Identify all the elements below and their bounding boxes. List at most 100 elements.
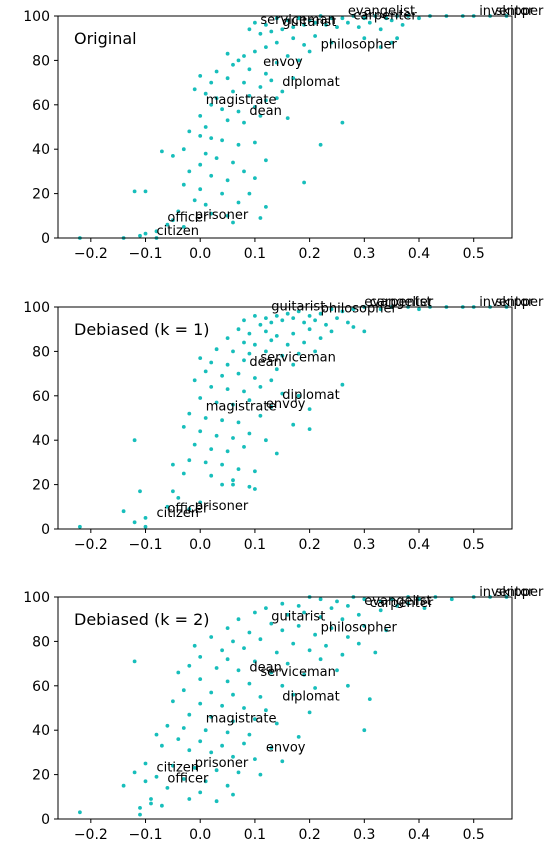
scatter-point xyxy=(291,25,296,29)
word-label: diplomat xyxy=(282,388,339,403)
x-tick-label: −0.1 xyxy=(129,827,163,843)
scatter-point xyxy=(296,58,301,63)
scatter-point xyxy=(384,628,389,633)
scatter-point xyxy=(258,695,263,699)
scatter-point xyxy=(236,770,241,775)
scatter-point xyxy=(362,597,367,602)
scatter-point xyxy=(340,652,345,657)
scatter-point xyxy=(214,156,219,161)
scatter-point xyxy=(274,721,279,726)
scatter-point xyxy=(160,149,164,154)
scatter-point xyxy=(209,360,214,365)
axes-frame xyxy=(57,596,513,820)
scatter-point xyxy=(264,316,268,320)
scatter-point xyxy=(307,314,312,318)
scatter-point xyxy=(121,783,126,788)
x-tick-label: −0.2 xyxy=(74,827,108,843)
scatter-point xyxy=(198,500,203,505)
scatter-point xyxy=(307,18,312,23)
x-tick-label: 0.2 xyxy=(298,827,320,843)
scatter-point xyxy=(247,331,252,336)
scatter-point xyxy=(132,770,137,775)
scatter-point xyxy=(264,349,268,354)
scatter-point xyxy=(236,668,241,673)
x-tick-label: 0.3 xyxy=(353,827,375,843)
word-label: evangelist xyxy=(364,295,431,310)
scatter-point xyxy=(329,626,334,630)
scatter-point xyxy=(138,489,142,494)
scatter-point xyxy=(214,69,219,74)
scatter-point xyxy=(138,806,142,810)
scatter-point xyxy=(253,659,257,664)
scatter-point xyxy=(253,176,257,181)
scatter-point xyxy=(291,362,296,367)
scatter-point xyxy=(318,311,323,316)
scatter-point xyxy=(313,686,317,690)
scatter-point xyxy=(274,60,279,65)
word-label: envoy xyxy=(266,397,306,412)
scatter-point xyxy=(187,797,192,801)
scatter-point xyxy=(203,369,208,374)
scatter-point xyxy=(231,719,235,724)
scatter-point xyxy=(203,202,208,207)
scatter-point xyxy=(209,750,214,755)
scatter-point xyxy=(192,378,197,383)
scatter-point xyxy=(356,612,361,617)
y-tick-label: 40 xyxy=(32,723,50,739)
scatter-point xyxy=(231,639,235,644)
scatter-point xyxy=(209,385,214,389)
scatter-point xyxy=(231,754,235,759)
scatter-point xyxy=(78,524,82,529)
scatter-point xyxy=(307,327,312,332)
scatter-point xyxy=(225,730,230,735)
scatter-point xyxy=(318,597,323,602)
scatter-point xyxy=(389,40,394,45)
scatter-point xyxy=(280,683,285,688)
scatter-point xyxy=(242,646,246,650)
word-label: carpenter xyxy=(370,295,434,310)
scatter-point xyxy=(181,726,186,730)
y-tick-label: 100 xyxy=(23,300,50,316)
axes-frame xyxy=(57,306,513,530)
scatter-point xyxy=(285,116,290,120)
scatter-point xyxy=(346,635,350,639)
scatter-point xyxy=(209,447,214,451)
scatter-point xyxy=(247,398,252,403)
scatter-point xyxy=(225,178,230,183)
scatter-point xyxy=(165,222,170,227)
scatter-point xyxy=(198,739,203,744)
scatter-point xyxy=(192,643,197,648)
scatter-point xyxy=(253,610,257,615)
scatter-point xyxy=(449,597,454,602)
word-label: inventor xyxy=(479,585,534,600)
scatter-point xyxy=(274,16,279,21)
scatter-point xyxy=(253,49,257,54)
scatter-point xyxy=(187,748,192,753)
scatter-point xyxy=(231,160,235,165)
scatter-point xyxy=(225,336,230,340)
x-tick-label: 0.1 xyxy=(244,827,266,843)
scatter-point xyxy=(296,624,301,628)
x-tick-label: 0.4 xyxy=(408,537,430,553)
word-label: carpenter xyxy=(370,596,434,611)
scatter-point xyxy=(362,728,367,733)
scatter-point xyxy=(274,334,279,338)
x-tick-label: 0.4 xyxy=(408,827,430,843)
scatter-point xyxy=(264,98,268,103)
word-labels: evangelistcarpenterguitaristphilosophers… xyxy=(157,295,545,521)
word-label: evangelist xyxy=(348,4,415,19)
x-tick-label: 0.1 xyxy=(244,537,266,553)
y-tick-label: 40 xyxy=(32,433,50,449)
scatter-point xyxy=(198,790,203,795)
scatter-point xyxy=(181,425,186,429)
x-tick-label: 0.2 xyxy=(298,537,320,553)
scatter-point xyxy=(214,768,219,773)
scatter-point xyxy=(138,812,142,817)
scatter-point xyxy=(264,329,268,334)
scatter-point xyxy=(417,16,421,21)
scatter-point xyxy=(340,16,345,21)
scatter-point xyxy=(231,436,235,440)
word-label: diplomat xyxy=(282,75,339,90)
scatter-point xyxy=(209,80,214,85)
